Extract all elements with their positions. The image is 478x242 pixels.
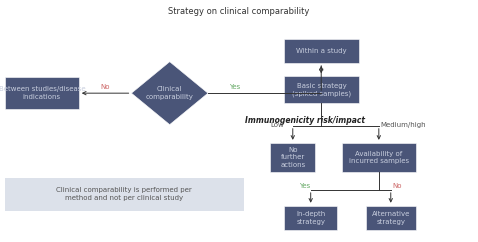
Text: Immunogenicity risk/impact: Immunogenicity risk/impact bbox=[245, 116, 365, 125]
Text: No: No bbox=[100, 84, 110, 90]
Text: No: No bbox=[392, 183, 402, 189]
Text: No
further
actions: No further actions bbox=[280, 147, 305, 168]
FancyBboxPatch shape bbox=[270, 143, 315, 172]
Text: Yes: Yes bbox=[228, 84, 240, 90]
FancyBboxPatch shape bbox=[342, 143, 416, 172]
Text: Medium/high: Medium/high bbox=[380, 122, 426, 128]
FancyBboxPatch shape bbox=[284, 39, 358, 63]
Text: Clinical comparability is performed per
method and not per clinical study: Clinical comparability is performed per … bbox=[56, 187, 192, 201]
Text: Strategy on clinical comparability: Strategy on clinical comparability bbox=[168, 7, 310, 16]
FancyBboxPatch shape bbox=[284, 206, 337, 230]
Text: Clinical
comparability: Clinical comparability bbox=[146, 86, 194, 100]
Polygon shape bbox=[131, 62, 208, 125]
FancyBboxPatch shape bbox=[366, 206, 416, 230]
FancyBboxPatch shape bbox=[5, 77, 79, 109]
Text: Low: Low bbox=[270, 122, 284, 128]
Text: Between studies/disease
indications: Between studies/disease indications bbox=[0, 86, 85, 100]
Text: In-depth
strategy: In-depth strategy bbox=[296, 211, 326, 225]
FancyBboxPatch shape bbox=[5, 178, 244, 211]
Text: Within a study: Within a study bbox=[296, 48, 347, 54]
Text: Basic strategy
(spiked samples): Basic strategy (spiked samples) bbox=[292, 83, 351, 97]
Text: Alternative
strategy: Alternative strategy bbox=[371, 211, 410, 225]
Text: Availability of
incurred samples: Availability of incurred samples bbox=[349, 151, 409, 164]
Text: Yes: Yes bbox=[299, 183, 311, 189]
FancyBboxPatch shape bbox=[284, 76, 358, 103]
